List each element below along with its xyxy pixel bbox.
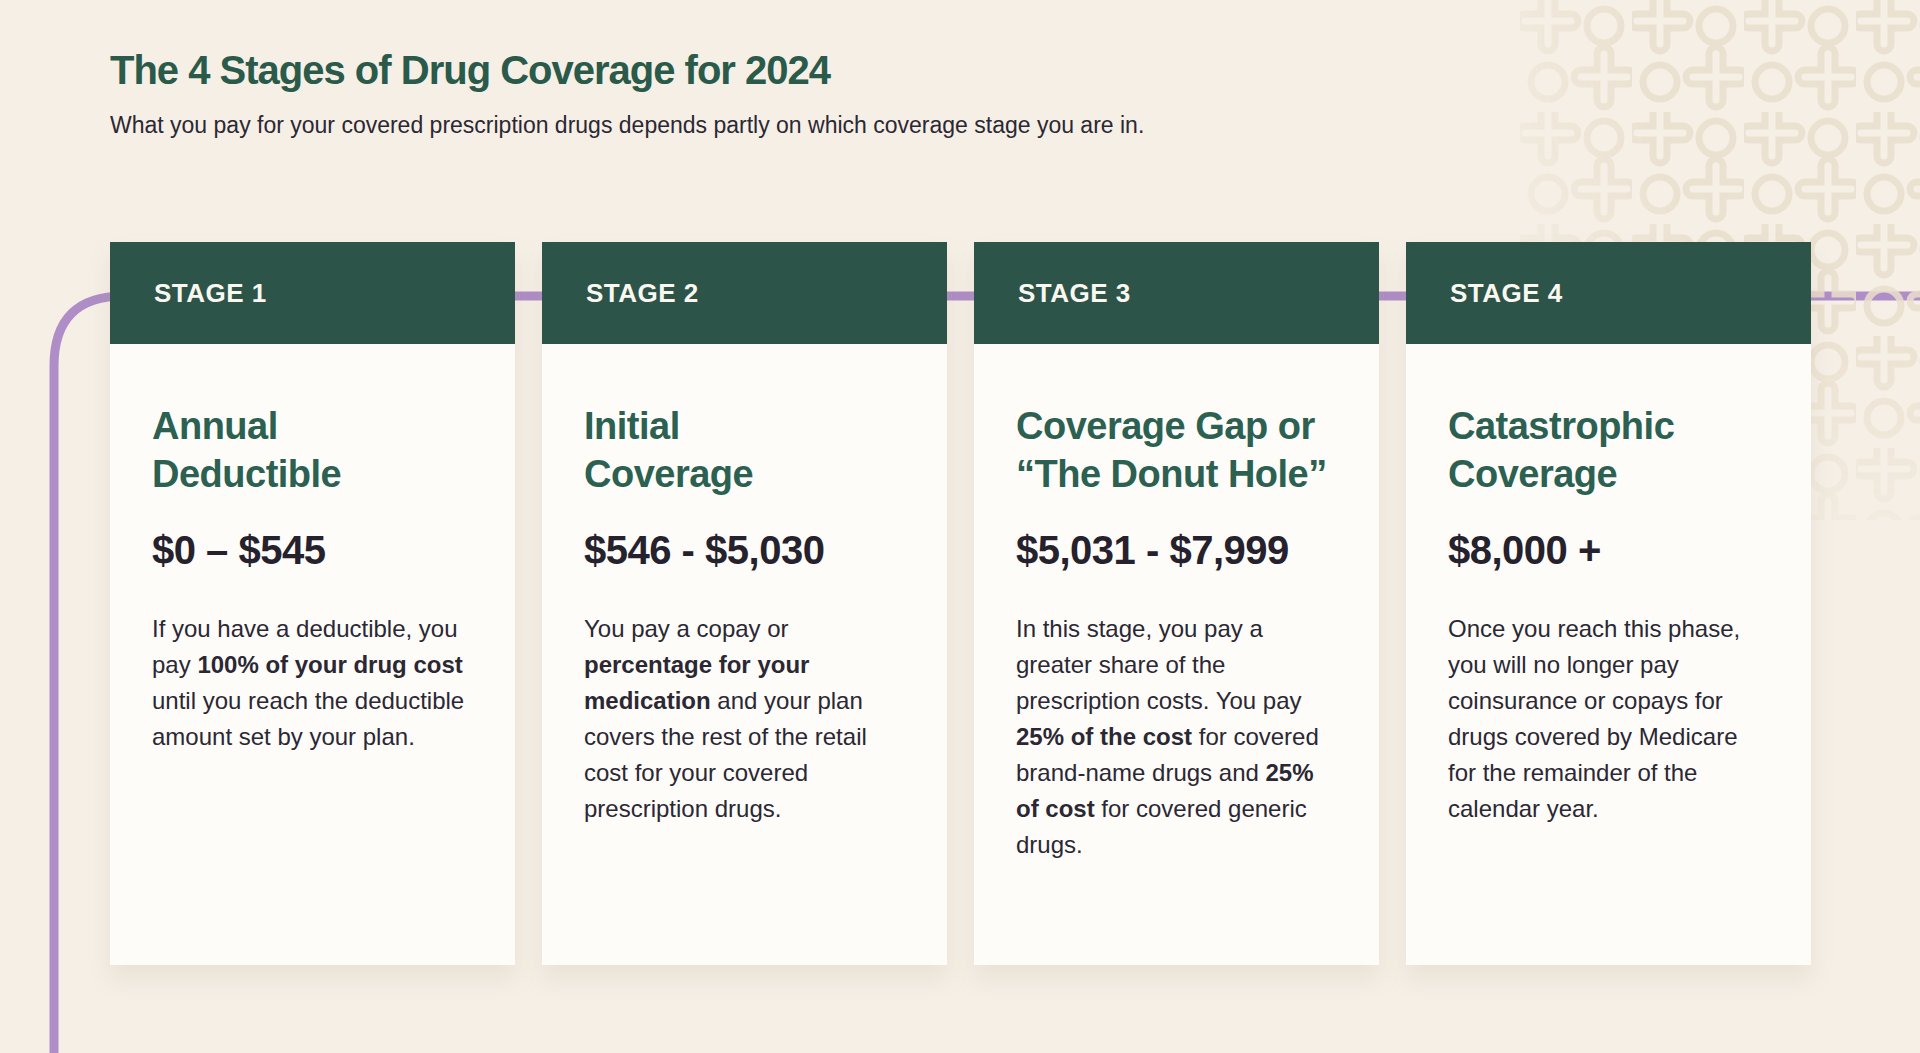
page-heading: The 4 Stages of Drug Coverage for 2024 W… (110, 46, 1144, 140)
stage-4-body: Catastrophic Coverage $8,000 + Once you … (1406, 344, 1811, 827)
stage-3-label: STAGE 3 (1018, 278, 1131, 309)
stage-card-2: STAGE 2 Initial Coverage $546 - $5,030 Y… (542, 242, 947, 965)
stage-1-header-banner: STAGE 1 (110, 242, 515, 344)
stage-3-title: Coverage Gap or “The Donut Hole” (1016, 402, 1337, 498)
stage-card-1: STAGE 1 Annual Deductible $0 – $545 If y… (110, 242, 515, 965)
stage-2-dollar-range: $546 - $5,030 (584, 528, 905, 573)
stage-2-title: Initial Coverage (584, 402, 905, 498)
stage-4-header-banner: STAGE 4 (1406, 242, 1811, 344)
stage-1-body: Annual Deductible $0 – $545 If you have … (110, 344, 515, 755)
stages-row: STAGE 1 Annual Deductible $0 – $545 If y… (110, 242, 1811, 965)
stage-1-label: STAGE 1 (154, 278, 267, 309)
stage-card-3: STAGE 3 Coverage Gap or “The Donut Hole”… (974, 242, 1379, 965)
stage-4-description: Once you reach this phase, you will no l… (1448, 611, 1769, 827)
stage-2-label: STAGE 2 (586, 278, 699, 309)
stage-3-description: In this stage, you pay a greater share o… (1016, 611, 1337, 863)
stage-3-header-banner: STAGE 3 (974, 242, 1379, 344)
stage-2-header-banner: STAGE 2 (542, 242, 947, 344)
page-subtitle: What you pay for your covered prescripti… (110, 110, 1144, 140)
stage-1-description: If you have a deductible, you pay 100% o… (152, 611, 473, 755)
stage-4-dollar-range: $8,000 + (1448, 528, 1769, 573)
stage-2-body: Initial Coverage $546 - $5,030 You pay a… (542, 344, 947, 827)
stage-3-dollar-range: $5,031 - $7,999 (1016, 528, 1337, 573)
stage-4-label: STAGE 4 (1450, 278, 1563, 309)
stage-card-4: STAGE 4 Catastrophic Coverage $8,000 + O… (1406, 242, 1811, 965)
stage-2-description: You pay a copay or percentage for your m… (584, 611, 905, 827)
stage-4-title: Catastrophic Coverage (1448, 402, 1769, 498)
stage-1-dollar-range: $0 – $545 (152, 528, 473, 573)
stage-3-body: Coverage Gap or “The Donut Hole” $5,031 … (974, 344, 1379, 863)
page-title: The 4 Stages of Drug Coverage for 2024 (110, 46, 1144, 94)
stage-1-title: Annual Deductible (152, 402, 473, 498)
